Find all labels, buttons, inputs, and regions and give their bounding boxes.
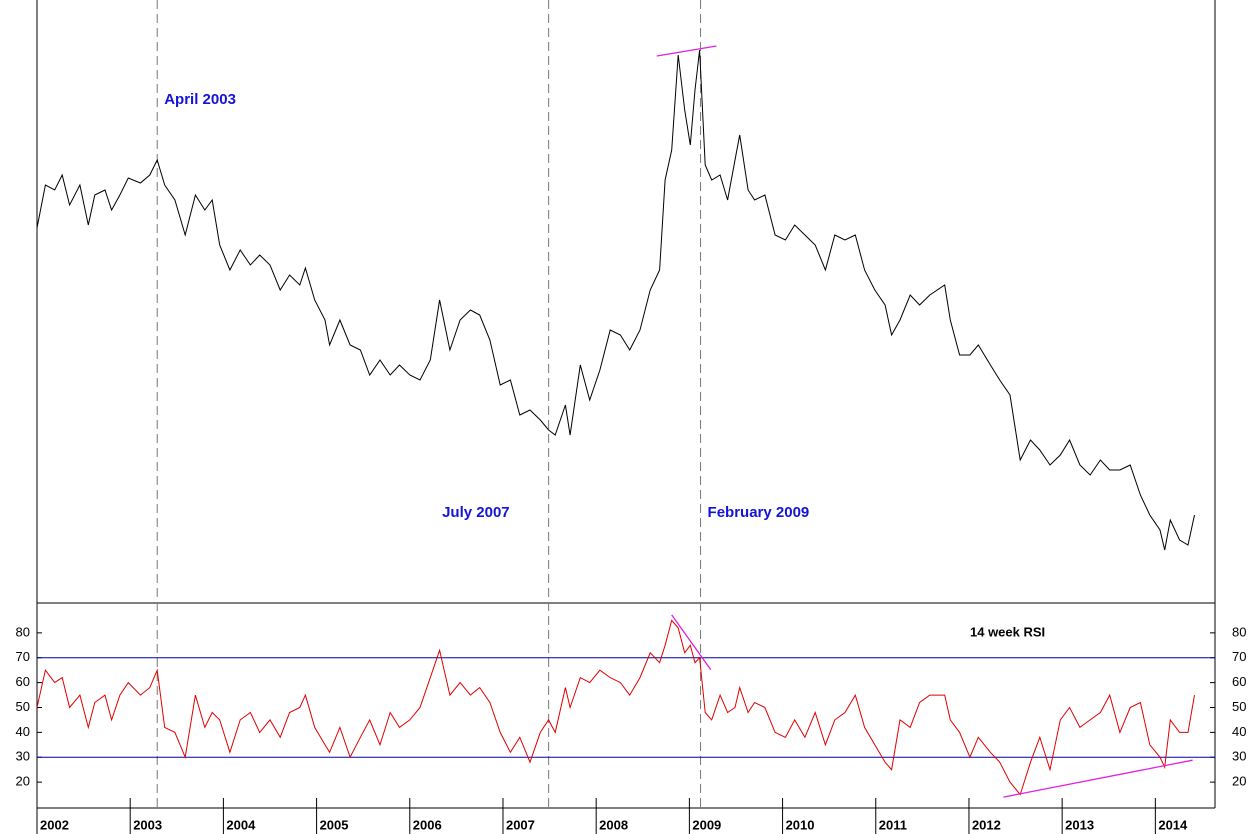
y-tick-label-right: 30 — [1232, 749, 1246, 764]
x-tick-label: 2012 — [972, 817, 1001, 832]
x-tick-label: 2007 — [506, 817, 535, 832]
y-tick-label: 70 — [16, 649, 30, 664]
y-tick-label: 50 — [16, 699, 30, 714]
x-tick-label: 2004 — [226, 817, 256, 832]
x-tick-label: 2010 — [786, 817, 815, 832]
x-tick-label: 2006 — [413, 817, 442, 832]
x-tick-label: 2011 — [879, 817, 907, 832]
annotation: April 2003 — [164, 91, 236, 108]
y-tick-label: 30 — [16, 749, 30, 764]
x-tick-label: 2013 — [1065, 817, 1094, 832]
trend-line — [1003, 759, 1193, 798]
y-tick-label-right: 20 — [1232, 774, 1246, 789]
data-line — [36, 619, 1195, 796]
rsi-label: 14 week RSI — [970, 624, 1045, 639]
y-tick-label-right: 70 — [1232, 649, 1246, 664]
y-tick-label-right: 50 — [1232, 699, 1246, 714]
trend-line — [656, 45, 717, 57]
x-tick-label: 2003 — [133, 817, 162, 832]
x-tick-label: 2005 — [320, 817, 349, 832]
y-tick-label-right: 80 — [1232, 624, 1246, 639]
y-tick-label: 20 — [16, 774, 30, 789]
x-tick-label: 2014 — [1158, 817, 1188, 832]
y-tick-label: 80 — [16, 624, 30, 639]
data-line — [36, 49, 1195, 551]
x-tick-label: 2002 — [40, 817, 69, 832]
x-tick-label: 2009 — [692, 817, 721, 832]
trend-line — [671, 614, 712, 671]
x-tick-label: 2008 — [599, 817, 628, 832]
y-tick-label: 60 — [16, 674, 30, 689]
annotation: February 2009 — [708, 504, 810, 521]
annotation: July 2007 — [442, 504, 510, 521]
y-tick-label: 40 — [16, 724, 30, 739]
y-tick-label-right: 60 — [1232, 674, 1246, 689]
y-tick-label-right: 40 — [1232, 724, 1246, 739]
